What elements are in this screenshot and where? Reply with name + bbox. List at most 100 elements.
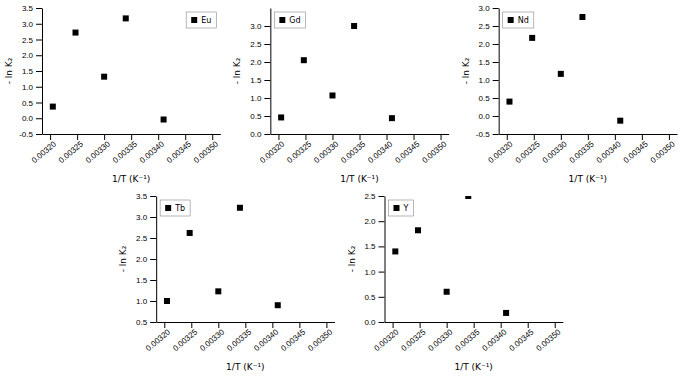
- y-tick-mark: [36, 55, 42, 56]
- y-tick-mark: [379, 297, 385, 298]
- x-axis-title: 1/T (K⁻¹): [112, 174, 150, 184]
- point: [301, 57, 307, 63]
- x-tick: 0.00335: [568, 134, 596, 165]
- y-tick-label: 0.5: [250, 112, 262, 121]
- x-tick-label: 0.00340: [366, 139, 394, 165]
- plot-area: [278, 23, 395, 121]
- y-tick: 1.5: [22, 67, 42, 76]
- y-axis-title: - ln K₂: [4, 57, 14, 84]
- y-tick-label: 2.5: [364, 192, 376, 201]
- x-tick: 0.00325: [514, 134, 542, 165]
- y-tick: 1.0: [479, 76, 499, 85]
- y-tick-mark: [36, 24, 42, 25]
- x-tick: 0.00320: [372, 322, 400, 353]
- x-tick-label: 0.00320: [372, 327, 400, 353]
- x-tick-mark: [131, 134, 132, 140]
- y-tick: 1.5: [136, 276, 156, 285]
- y-tick-mark: [493, 80, 499, 81]
- y-axis: -0.50.00.51.01.52.02.53.0: [476, 4, 499, 139]
- x-tick-label: 0.00345: [165, 139, 193, 165]
- y-tick-label: 1.5: [136, 276, 148, 285]
- y-tick-mark: [493, 8, 499, 9]
- y-tick-label: 2.5: [479, 22, 491, 31]
- series: [164, 205, 281, 308]
- y-tick-label: 0.5: [136, 318, 148, 327]
- y-tick: 1.0: [136, 297, 156, 306]
- y-tick: 3.0: [22, 20, 42, 29]
- y-tick: 0.5: [479, 94, 499, 103]
- y-tick: 2.0: [136, 255, 156, 264]
- x-tick-label: 0.00330: [312, 139, 340, 165]
- y-tick-mark: [36, 134, 42, 135]
- y-tick: 3.5: [22, 4, 42, 13]
- point: [617, 118, 623, 124]
- x-tick: 0.00320: [258, 134, 286, 165]
- y-tick-mark: [150, 322, 156, 323]
- x-tick-mark: [555, 322, 556, 328]
- y-axis: 0.00.51.01.52.02.53.0: [250, 9, 271, 140]
- y-axis-line: [270, 9, 271, 135]
- y-tick-label: 1.5: [364, 242, 376, 251]
- x-tick-label: 0.00340: [595, 139, 623, 165]
- y-axis-title: - ln K₂: [347, 245, 357, 272]
- y-tick-label: 1.0: [364, 268, 376, 277]
- y-axis-line: [385, 197, 386, 323]
- series: [506, 14, 623, 124]
- plot-area: [164, 205, 281, 308]
- legend-label: Gd: [289, 16, 300, 25]
- x-tick-mark: [669, 134, 670, 140]
- x-tick-mark: [528, 322, 529, 328]
- y-tick-mark: [264, 98, 270, 99]
- x-tick-label: 0.00350: [420, 139, 448, 165]
- y-tick: 2.0: [364, 217, 384, 226]
- y-tick-mark: [264, 116, 270, 117]
- y-tick: 1.0: [364, 268, 384, 277]
- x-tick: 0.00325: [399, 322, 427, 353]
- y-tick-mark: [36, 87, 42, 88]
- x-tick-label: 0.00335: [568, 139, 596, 165]
- x-tick-mark: [534, 134, 535, 140]
- x-tick: 0.00325: [285, 134, 313, 165]
- y-tick: -0.5: [476, 130, 499, 139]
- y-tick-label: 3.0: [250, 22, 262, 31]
- y-tick: 2.5: [136, 234, 156, 243]
- y-axis-line: [499, 9, 500, 135]
- y-tick-label: 2.0: [250, 58, 262, 67]
- x-tick-label: 0.00330: [84, 139, 112, 165]
- x-tick-mark: [218, 322, 219, 328]
- y-axis-title: - ln K₂: [118, 245, 128, 272]
- x-tick-mark: [50, 134, 51, 140]
- x-tick-mark: [561, 134, 562, 140]
- panel: 0.003200.003250.003300.003350.003400.003…: [232, 9, 449, 185]
- x-tick-label: 0.00320: [487, 139, 515, 165]
- plot-area: [50, 15, 167, 122]
- x-tick-mark: [212, 134, 213, 140]
- y-tick-label: 0.5: [22, 99, 34, 108]
- point: [73, 30, 79, 36]
- y-tick-mark: [493, 98, 499, 99]
- x-tick-mark: [326, 322, 327, 328]
- y-tick-label: 1.0: [250, 94, 262, 103]
- point: [351, 23, 357, 29]
- x-tick-label: 0.00350: [192, 139, 220, 165]
- legend: Eu: [186, 12, 216, 28]
- point: [389, 115, 395, 121]
- y-tick-label: 0.0: [22, 114, 34, 123]
- y-tick-label: 1.5: [22, 67, 34, 76]
- y-tick-mark: [150, 259, 156, 260]
- x-tick: 0.00350: [192, 134, 220, 165]
- figure: 0.003200.003250.003300.003350.003400.003…: [0, 0, 685, 376]
- legend-box: [503, 12, 534, 28]
- y-tick-label: 0.5: [479, 94, 491, 103]
- y-tick: 3.0: [479, 4, 499, 13]
- point: [275, 302, 281, 308]
- y-tick-mark: [379, 196, 385, 197]
- legend-swatch: [165, 205, 171, 211]
- x-tick: 0.00340: [595, 134, 623, 165]
- x-tick-label: 0.00330: [541, 139, 569, 165]
- y-tick-label: 3.5: [22, 4, 34, 13]
- y-tick-mark: [150, 238, 156, 239]
- y-tick-mark: [379, 246, 385, 247]
- y-tick: 2.5: [250, 40, 270, 49]
- point: [101, 74, 107, 80]
